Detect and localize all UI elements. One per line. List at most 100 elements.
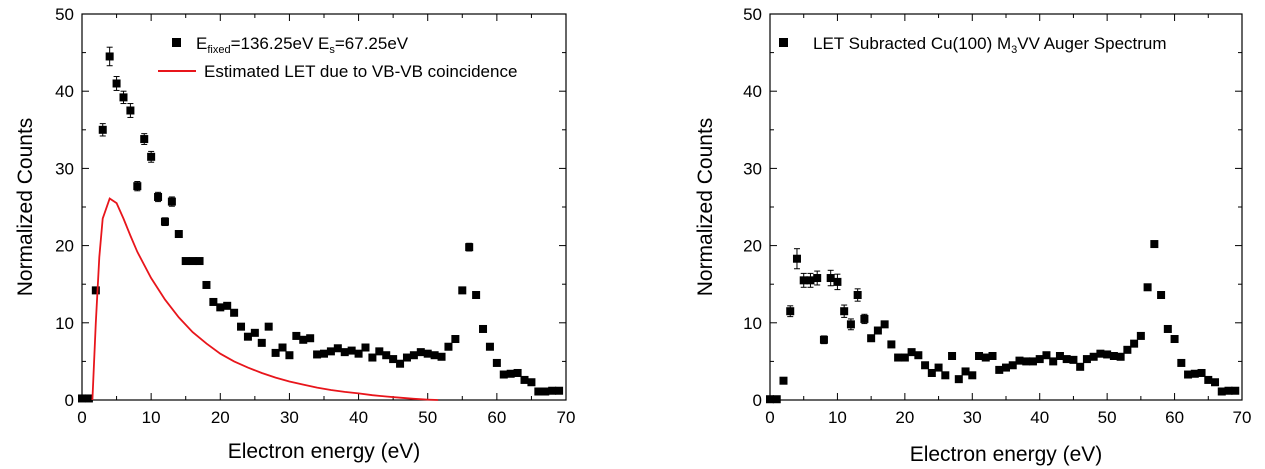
data-point xyxy=(900,353,909,362)
data-point xyxy=(914,351,923,360)
x-tick-label: 30 xyxy=(963,408,982,427)
data-point xyxy=(1049,357,1058,366)
data-point xyxy=(1136,331,1145,340)
data-point xyxy=(1190,369,1199,378)
data-point xyxy=(382,351,391,360)
data-point xyxy=(299,335,308,344)
x-tick-label: 60 xyxy=(487,408,506,427)
data-marks xyxy=(766,240,1240,404)
data-point xyxy=(786,307,795,316)
data-point xyxy=(1062,355,1071,364)
data-point xyxy=(1177,358,1186,367)
data-point xyxy=(1204,375,1213,384)
data-point xyxy=(119,93,128,102)
data-point xyxy=(880,320,889,329)
data-point xyxy=(430,351,439,360)
data-point xyxy=(216,303,225,312)
y-tick-label: 50 xyxy=(55,5,74,24)
axis-ticks: 0 10 20 30 40 50 60 70 0 10 20 30 40 50 xyxy=(55,5,575,427)
data-point xyxy=(154,192,163,201)
data-point xyxy=(513,368,522,377)
data-point xyxy=(1231,386,1240,395)
data-point xyxy=(140,135,149,144)
x-tick-label: 10 xyxy=(142,408,161,427)
x-tick-label: 70 xyxy=(557,408,576,427)
legend-marker-scatter xyxy=(779,38,788,47)
data-point xyxy=(1130,339,1139,348)
x-tick-label: 20 xyxy=(895,408,914,427)
data-point xyxy=(541,387,550,396)
data-point xyxy=(988,351,997,360)
data-point xyxy=(133,182,142,191)
data-point xyxy=(819,335,828,344)
x-tick-label: 10 xyxy=(828,408,847,427)
data-point xyxy=(126,106,135,115)
y-tick-label: 30 xyxy=(55,159,74,178)
data-point xyxy=(257,338,266,347)
x-tick-label: 0 xyxy=(77,408,86,427)
data-point xyxy=(409,351,418,360)
data-point xyxy=(84,394,93,403)
data-point xyxy=(927,368,936,377)
data-point xyxy=(981,353,990,362)
data-point xyxy=(846,320,855,329)
data-point xyxy=(333,344,342,353)
y-axis-label: Normalized Counts xyxy=(14,118,37,297)
data-point xyxy=(396,359,405,368)
data-point xyxy=(1096,349,1105,358)
data-point xyxy=(278,343,287,352)
y-tick-label: 30 xyxy=(743,159,762,178)
x-tick-label: 50 xyxy=(1098,408,1117,427)
data-point xyxy=(1143,283,1152,292)
legend-label-scatter: LET Subracted Cu(100) M3VV Auger Spectru… xyxy=(813,34,1167,56)
data-point xyxy=(174,230,183,239)
data-point xyxy=(98,125,107,134)
data-point xyxy=(941,371,950,380)
axis-ticks: 0 10 20 30 40 50 60 70 0 10 20 30 40 50 xyxy=(743,5,1251,427)
data-point xyxy=(1022,357,1031,366)
data-point xyxy=(806,276,815,285)
x-tick-label: 40 xyxy=(349,408,368,427)
y-tick-label: 40 xyxy=(743,82,762,101)
data-point xyxy=(894,353,903,362)
data-point xyxy=(1082,355,1091,364)
data-point xyxy=(779,376,788,385)
data-point xyxy=(506,369,515,378)
data-point xyxy=(147,152,156,161)
y-tick-label: 50 xyxy=(743,5,762,24)
data-point xyxy=(887,340,896,349)
x-axis-label: Electron energy (eV) xyxy=(228,440,421,463)
data-point xyxy=(1015,356,1024,365)
data-point xyxy=(873,326,882,335)
data-point xyxy=(840,307,849,316)
data-point xyxy=(264,322,273,331)
data-point xyxy=(181,257,190,266)
data-point xyxy=(1157,291,1166,300)
y-axis-label: Normalized Counts xyxy=(694,118,717,297)
data-point xyxy=(458,286,467,295)
data-point xyxy=(975,351,984,360)
data-point xyxy=(534,387,543,396)
legend: LET Subracted Cu(100) M3VV Auger Spectru… xyxy=(779,34,1167,56)
data-point xyxy=(499,370,508,379)
data-point xyxy=(1150,240,1159,249)
legend-marker-scatter xyxy=(172,38,181,47)
data-point xyxy=(326,347,335,356)
data-point xyxy=(209,297,218,306)
data-point xyxy=(792,254,801,263)
data-point xyxy=(826,274,835,283)
data-point xyxy=(1170,335,1179,344)
data-point xyxy=(948,351,957,360)
x-tick-label: 60 xyxy=(1165,408,1184,427)
data-point xyxy=(995,365,1004,374)
legend-label-scatter: Efixed=136.25eV Es=67.25eV xyxy=(196,34,409,56)
data-point xyxy=(1224,386,1233,395)
data-point xyxy=(1163,324,1172,333)
data-point xyxy=(1116,352,1125,361)
data-point xyxy=(1028,357,1037,366)
data-point xyxy=(389,355,398,364)
data-point xyxy=(479,324,488,333)
data-point xyxy=(347,346,356,355)
legend: Efixed=136.25eV Es=67.25eV Estimated LET… xyxy=(158,34,517,81)
